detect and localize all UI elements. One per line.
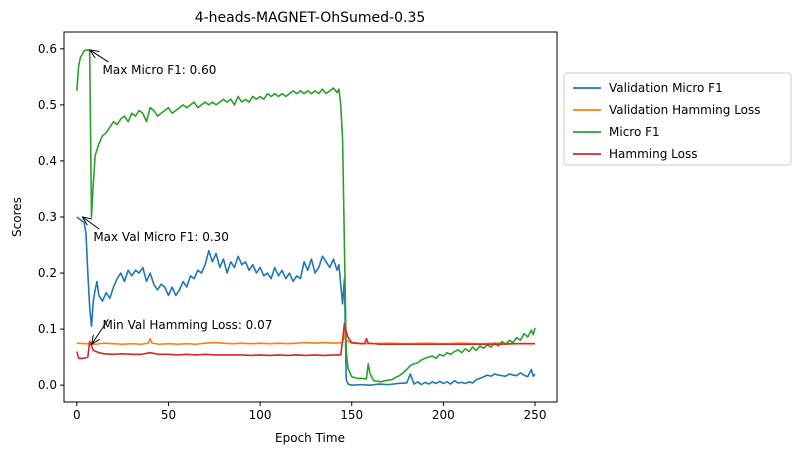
y-tick-label: 0.3	[38, 210, 57, 224]
y-tick-label: 0.6	[38, 42, 57, 56]
series-line-0	[76, 216, 536, 386]
series-line-2	[76, 49, 536, 383]
series-line-3	[76, 322, 536, 360]
legend: Validation Micro F1 Validation Hamming Lo…	[563, 72, 792, 166]
x-axis-ticks: 0 50 100 150 200 250	[73, 402, 546, 422]
legend-entry: Hamming Loss	[609, 147, 697, 161]
annotation-label: Min Val Hamming Loss: 0.07	[102, 318, 272, 332]
annotations: Max Micro F1: 0.60 Max Val Micro F1: 0.30…	[82, 50, 272, 344]
series-layer	[76, 49, 536, 386]
y-axis-label: Scores	[10, 197, 24, 237]
legend-entry: Validation Hamming Loss	[609, 103, 761, 117]
legend-frame	[563, 72, 792, 166]
annotation-arrow	[90, 50, 109, 63]
y-tick-label: 0.5	[38, 98, 57, 112]
y-tick-label: 0.1	[38, 322, 57, 336]
x-tick-label: 200	[432, 408, 455, 422]
chart-title: 4-heads-MAGNET-OhSumed-0.35	[195, 10, 426, 26]
series-line-1	[76, 333, 536, 346]
legend-entry: Micro F1	[609, 125, 660, 139]
y-tick-label: 0.0	[38, 378, 57, 392]
annotation-label: Max Micro F1: 0.60	[102, 63, 216, 77]
annotation-arrow	[92, 318, 109, 344]
y-axis-ticks: 0.0 0.1 0.2 0.3 0.4 0.5 0.6	[38, 42, 64, 392]
annotation-arrow	[82, 217, 100, 230]
x-axis-label: Epoch Time	[275, 431, 345, 445]
x-tick-label: 100	[249, 408, 272, 422]
plot-area	[63, 31, 558, 403]
legend-entry: Validation Micro F1	[609, 81, 723, 95]
x-tick-label: 150	[340, 408, 363, 422]
plot-frame	[63, 31, 558, 403]
annotation-label: Max Val Micro F1: 0.30	[93, 230, 229, 244]
x-tick-label: 0	[73, 408, 81, 422]
x-tick-label: 50	[161, 408, 176, 422]
y-tick-label: 0.4	[38, 154, 57, 168]
x-tick-label: 250	[524, 408, 547, 422]
y-tick-label: 0.2	[38, 266, 57, 280]
